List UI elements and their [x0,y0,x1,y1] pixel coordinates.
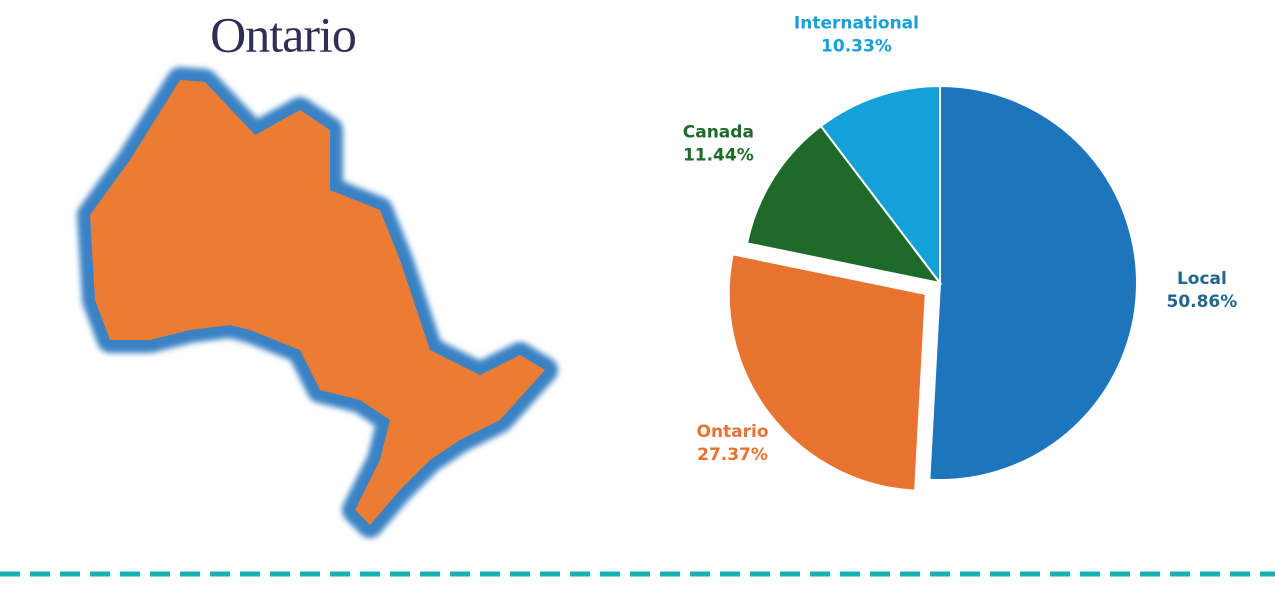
slice-category: International [794,14,919,34]
slice-category: Local [1177,269,1227,289]
pie-slice [819,84,941,286]
slice-value: 50.86% [1166,292,1237,312]
ontario-map: Ontario [77,6,558,538]
pie-slice [745,124,943,285]
pie-slice [727,253,927,492]
map-title: Ontario [210,6,356,62]
slice-value: 27.37% [697,445,768,465]
pie-slice [928,84,1138,481]
slice-value: 10.33% [821,37,892,57]
map-shape [90,80,545,525]
slice-value: 11.44% [683,145,754,165]
slice-category: Ontario [697,422,769,442]
slice-category: Canada [683,122,754,142]
